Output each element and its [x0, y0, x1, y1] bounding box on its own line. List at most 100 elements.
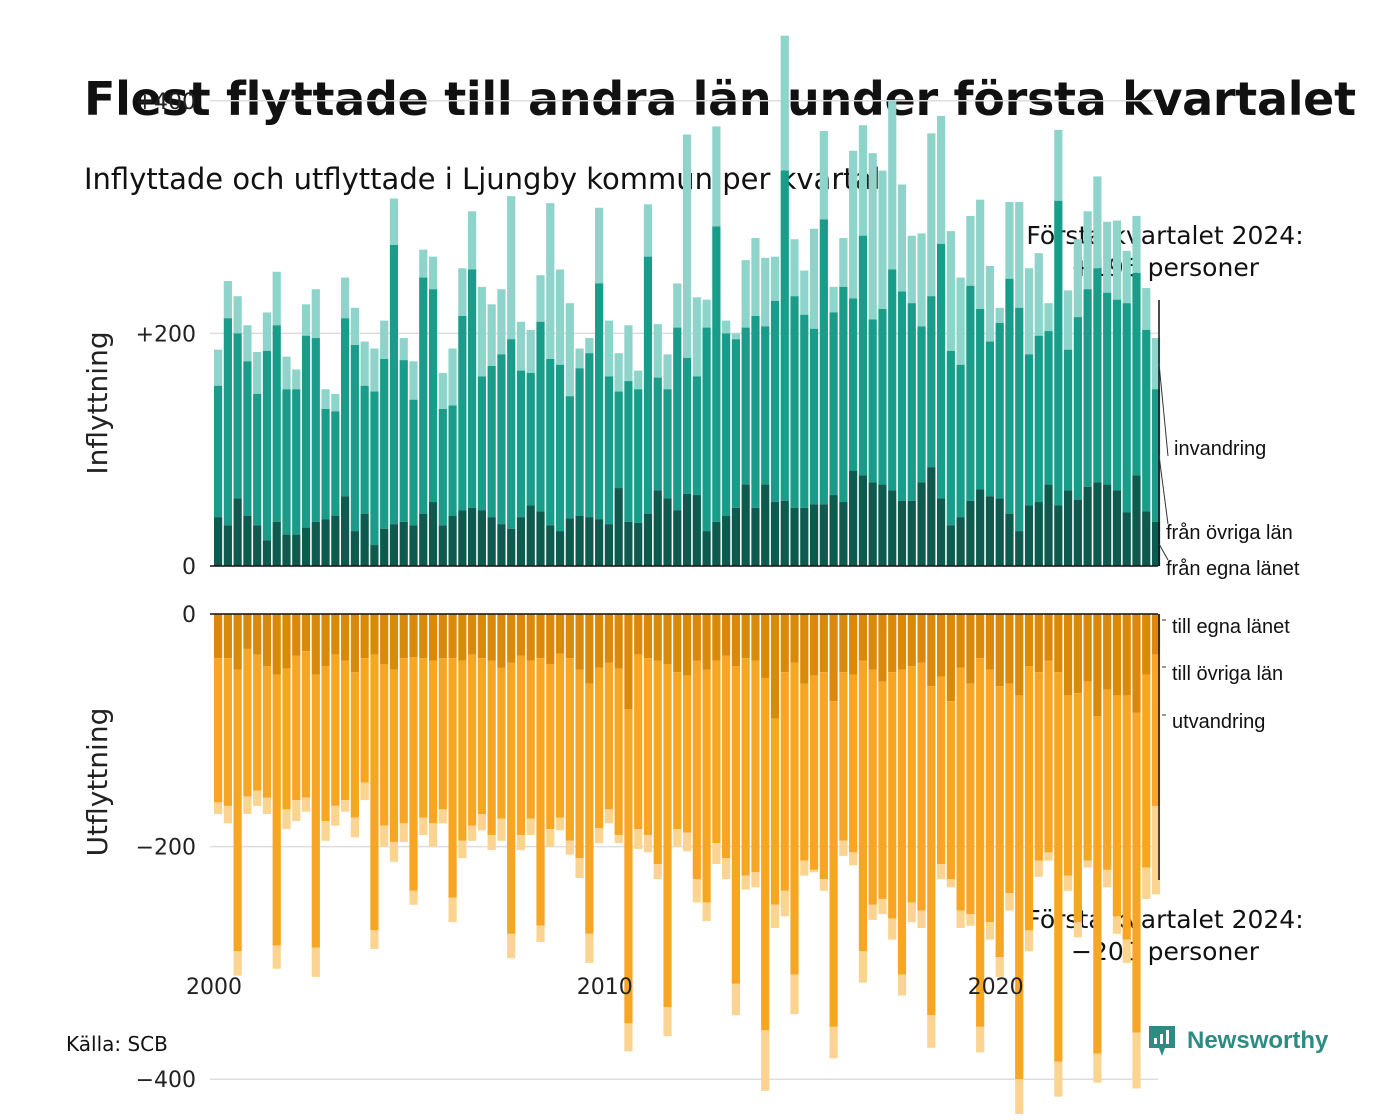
- bar-in-other-county: [1015, 307, 1024, 532]
- bar-out-other-county: [927, 686, 936, 1016]
- bar-out-abroad: [985, 922, 995, 940]
- bar-out-abroad: [829, 1026, 838, 1059]
- bar-in-abroad: [1122, 250, 1131, 304]
- bar-in-abroad: [936, 115, 946, 244]
- bar-out-abroad: [780, 890, 789, 917]
- bar-out-other-county: [614, 668, 623, 835]
- bar-out-abroad: [800, 860, 809, 876]
- bar-in-own-county: [663, 498, 672, 566]
- bar-in-other-county: [663, 389, 672, 499]
- bar-in-own-county: [331, 515, 340, 566]
- ytick-label-bottom: −400: [136, 1068, 196, 1093]
- bar-out-other-county: [389, 669, 399, 842]
- bar-out-abroad: [497, 818, 506, 841]
- bar-out-other-county: [272, 674, 281, 946]
- bar-out-other-county: [1103, 689, 1112, 870]
- bar-in-abroad: [1073, 239, 1082, 318]
- bar-in-abroad: [663, 354, 672, 390]
- bar-in-other-county: [1112, 299, 1122, 491]
- source-note: Källa: SCB: [66, 1032, 168, 1056]
- bar-in-abroad: [1112, 220, 1122, 300]
- bar-out-abroad: [946, 879, 955, 888]
- bar-out-own-county: [1034, 614, 1043, 673]
- bar-out-own-county: [790, 614, 799, 663]
- bar-out-own-county: [1122, 614, 1131, 696]
- bar-out-own-county: [233, 614, 242, 670]
- bar-in-other-county: [595, 283, 604, 520]
- bar-in-abroad: [331, 393, 340, 412]
- bar-out-abroad: [1142, 867, 1151, 899]
- bar-in-own-county: [868, 482, 877, 566]
- bar-out-abroad: [761, 1030, 770, 1091]
- bar-in-other-county: [507, 339, 516, 529]
- bar-out-abroad: [458, 840, 467, 859]
- bar-in-own-county: [917, 482, 926, 566]
- bar-in-abroad: [350, 307, 359, 346]
- bar-out-abroad: [976, 1026, 985, 1053]
- bar-out-other-county: [428, 660, 438, 824]
- bar-in-other-county: [331, 411, 340, 516]
- bar-out-own-county: [741, 614, 750, 659]
- bar-in-own-county: [839, 502, 848, 566]
- bar-in-own-county: [1083, 486, 1092, 566]
- bar-out-other-county: [468, 654, 477, 826]
- bar-out-other-county: [223, 658, 232, 806]
- bar-in-abroad: [927, 133, 936, 297]
- bar-out-abroad: [438, 809, 447, 824]
- callout-outflow-line2: −200 personer: [1071, 937, 1259, 966]
- bar-in-abroad: [438, 372, 447, 409]
- bar-out-own-county: [1024, 614, 1034, 667]
- bar-out-own-county: [985, 614, 995, 670]
- bar-in-other-county: [985, 341, 995, 497]
- bar-out-abroad: [448, 897, 457, 923]
- bar-out-abroad: [282, 809, 291, 830]
- bar-out-abroad: [927, 1015, 936, 1048]
- bar-out-abroad: [419, 817, 428, 835]
- bar-out-other-county: [292, 655, 301, 801]
- bar-out-abroad: [585, 933, 594, 963]
- bar-out-abroad: [634, 829, 643, 849]
- bar-out-other-county: [722, 655, 731, 859]
- bar-out-abroad: [643, 834, 653, 853]
- bar-out-own-county: [858, 614, 868, 661]
- bar-in-other-county: [634, 389, 643, 523]
- bar-in-other-county: [907, 303, 916, 501]
- bar-in-abroad: [614, 353, 623, 392]
- bar-in-other-county: [360, 385, 369, 514]
- bar-in-other-county: [214, 385, 223, 518]
- bar-out-own-county: [448, 614, 457, 659]
- bar-out-own-county: [663, 614, 672, 665]
- bar-out-abroad: [917, 910, 926, 929]
- bar-in-other-county: [751, 315, 760, 508]
- bar-out-other-county: [262, 666, 272, 798]
- label-leader: [1158, 363, 1169, 457]
- bar-out-abroad: [682, 832, 692, 852]
- bar-out-own-county: [526, 614, 535, 661]
- bar-out-other-county: [360, 658, 369, 783]
- bar-out-own-county: [819, 614, 828, 673]
- bar-in-other-county: [946, 350, 955, 526]
- bar-in-abroad: [546, 203, 555, 359]
- bar-out-other-county: [233, 669, 242, 952]
- bar-in-own-county: [536, 511, 545, 566]
- bar-in-abroad: [389, 198, 399, 246]
- bar-in-abroad: [1015, 201, 1024, 308]
- bar-in-abroad: [507, 196, 516, 340]
- bar-out-abroad: [1034, 860, 1043, 877]
- bar-in-other-county: [839, 286, 848, 503]
- bar-out-abroad: [1054, 1061, 1063, 1097]
- bar-in-own-county: [477, 510, 486, 566]
- bar-out-abroad: [555, 817, 565, 831]
- bar-in-other-county: [487, 365, 496, 518]
- bar-in-other-county: [682, 357, 692, 494]
- bar-in-other-county: [888, 269, 897, 491]
- bar-in-other-county: [1151, 389, 1161, 522]
- bar-out-other-county: [976, 658, 985, 1027]
- bar-in-own-county: [448, 515, 457, 566]
- bar-out-own-county: [409, 614, 418, 658]
- bar-in-own-county: [1063, 490, 1073, 566]
- bar-in-other-county: [1122, 303, 1131, 513]
- bar-out-other-county: [1073, 693, 1082, 923]
- bar-out-own-county: [243, 614, 252, 649]
- bar-in-other-county: [389, 245, 399, 525]
